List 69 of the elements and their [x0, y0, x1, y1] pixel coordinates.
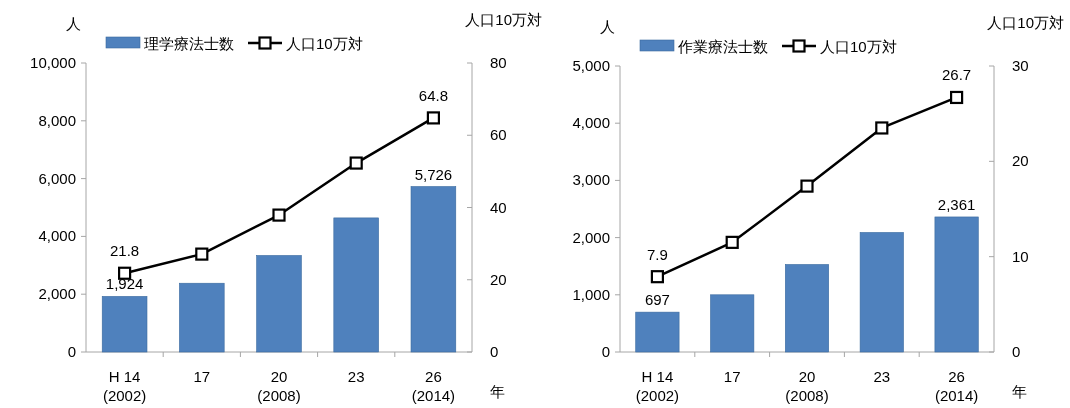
data-label: 26.7 — [942, 66, 972, 84]
legend-label: 人口10万対 — [286, 35, 363, 52]
y-axis-title: 人 — [65, 15, 81, 32]
x-tick-label: 20 (2008) — [257, 368, 301, 404]
y2-axis-title: 人口10万対 — [987, 14, 1064, 31]
x-tick-label: 26 (2014) — [934, 368, 979, 404]
y2-tick-label: 60 — [490, 126, 507, 144]
y2-tick-label: 30 — [1012, 57, 1029, 74]
bar — [179, 282, 225, 353]
data-label: 64.8 — [418, 86, 448, 104]
point — [195, 247, 209, 261]
y-tick-label: 6,000 — [38, 169, 76, 187]
bar — [859, 232, 904, 353]
point — [426, 111, 440, 125]
bar — [333, 217, 379, 353]
data-label: 21.8 — [110, 242, 140, 260]
bar — [785, 264, 829, 353]
point — [725, 235, 739, 249]
data-label: 2,361 — [937, 195, 976, 213]
bar — [710, 294, 755, 353]
x-tick-label: 20 (2008) — [785, 368, 829, 404]
legend-label: 作業療法士数 — [677, 38, 768, 55]
y2-tick-label: 0 — [1012, 343, 1021, 360]
y-tick-label: 4,000 — [572, 114, 610, 132]
point — [800, 179, 814, 193]
y2-tick-label: 0 — [490, 343, 499, 360]
y2-tick-label: 10 — [1012, 247, 1029, 265]
x-tick-label: 23 — [873, 368, 891, 385]
y-tick-label: 4,000 — [38, 227, 76, 245]
point — [875, 121, 889, 135]
bar — [256, 255, 302, 353]
y-tick-label: 1,000 — [572, 285, 610, 303]
y2-tick-label: 80 — [490, 54, 507, 71]
y-tick-label: 8,000 — [38, 111, 76, 129]
y-tick-label: 3,000 — [572, 171, 610, 189]
legend-label: 理学療法士数 — [144, 35, 234, 52]
x-tick-label: H 14 (2002) — [635, 368, 680, 404]
y2-tick-label: 20 — [1012, 152, 1029, 170]
point — [118, 266, 132, 280]
bar — [410, 186, 457, 353]
y-tick-label: 2,000 — [572, 228, 610, 246]
y-tick-label: 10,000 — [30, 54, 76, 71]
data-label: 1,924 — [105, 275, 144, 293]
data-label: 5,726 — [414, 165, 453, 183]
x-tick-label: H 14 (2002) — [102, 368, 147, 404]
point — [272, 208, 286, 222]
bar — [934, 216, 979, 353]
x-axis-title: 年 — [489, 383, 505, 400]
y2-tick-label: 40 — [490, 198, 507, 216]
y-axis-title: 人 — [599, 18, 615, 35]
point — [950, 90, 964, 105]
y-tick-label: 0 — [601, 343, 610, 360]
x-tick-label: 17 — [723, 368, 741, 385]
x-tick-label: 23 — [347, 368, 365, 385]
y-tick-label: 0 — [67, 343, 76, 360]
y-tick-label: 2,000 — [38, 285, 76, 303]
data-label: 697 — [644, 291, 670, 309]
point — [349, 156, 363, 170]
data-label: 7.9 — [646, 245, 668, 263]
y-tick-label: 5,000 — [572, 57, 610, 74]
bar — [635, 311, 680, 353]
x-tick-label: 26 (2014) — [411, 368, 456, 404]
y2-axis-title: 人口10万対 — [465, 11, 542, 28]
point — [650, 270, 664, 284]
y2-tick-label: 20 — [490, 270, 507, 288]
x-tick-label: 17 — [193, 368, 211, 385]
bar — [101, 296, 148, 353]
legend-label: 人口10万対 — [820, 38, 897, 55]
x-axis-title: 年 — [1011, 383, 1027, 400]
